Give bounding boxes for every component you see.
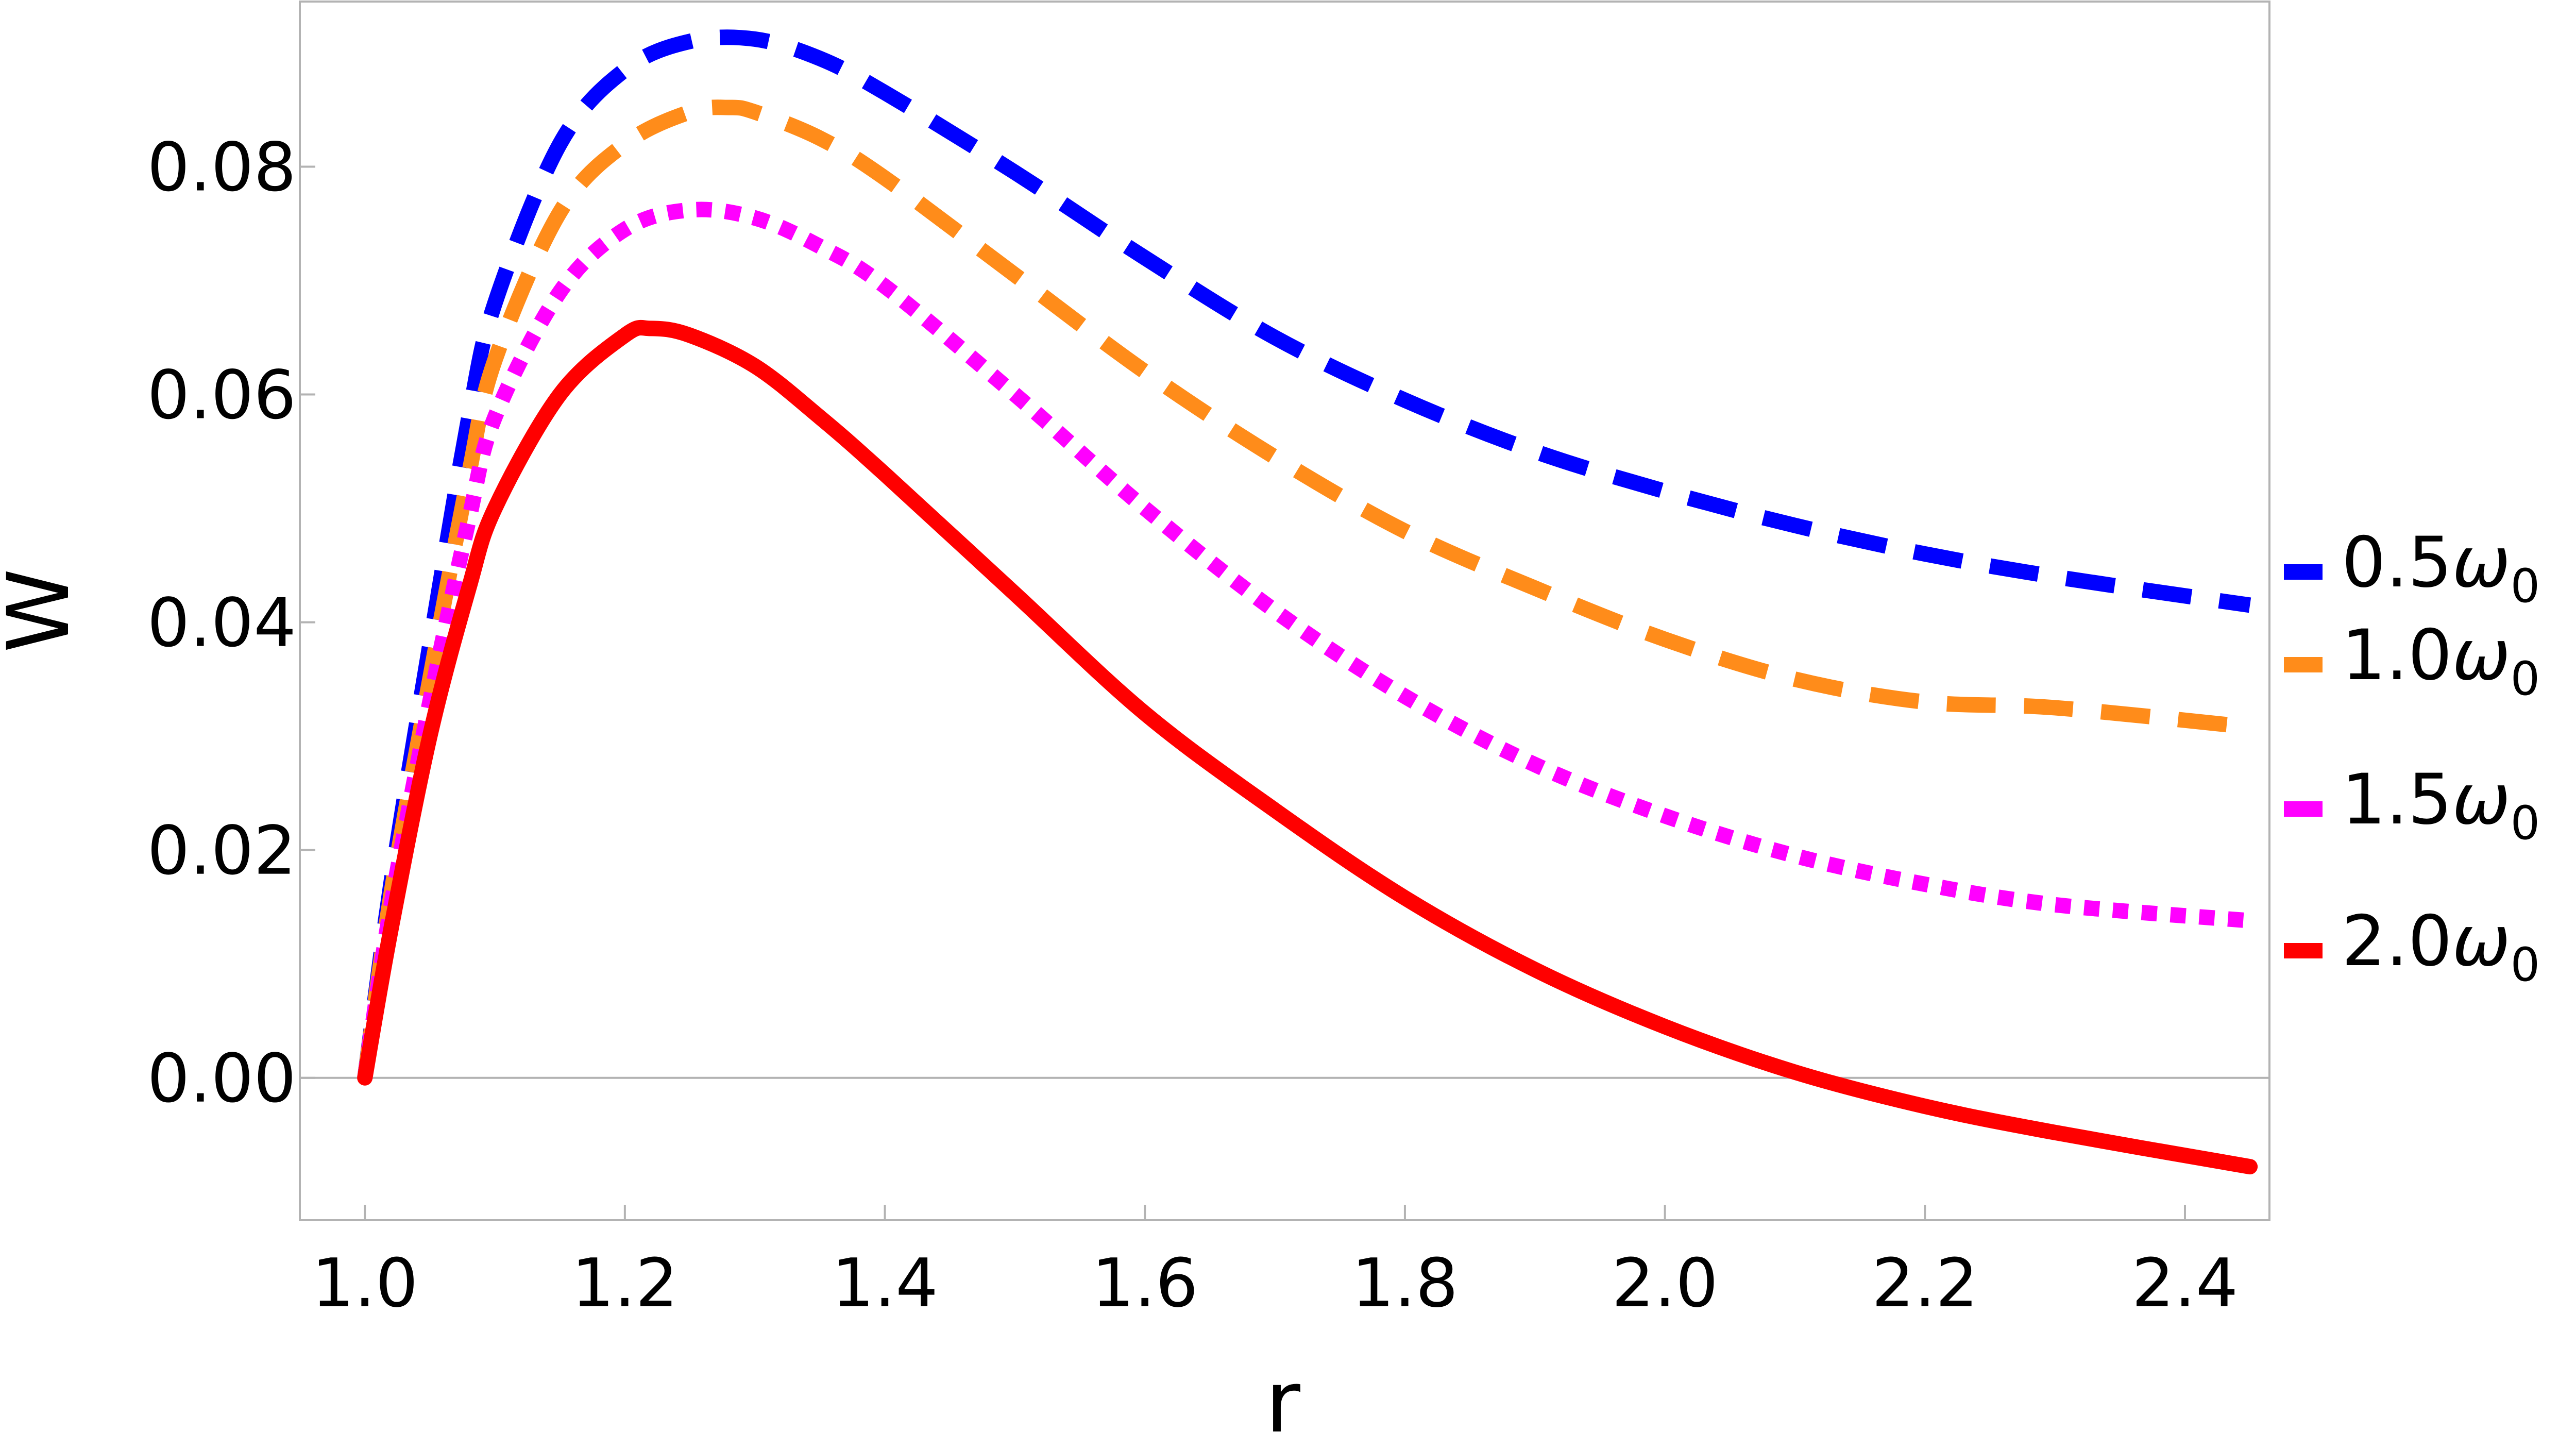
y-tick-label: 0.04 — [147, 584, 296, 662]
series-line-1 — [357, 29, 2251, 1079]
legend-label-4: 2.0ω0 — [2342, 901, 2540, 992]
series-line-2 — [357, 99, 2251, 1079]
legend-label-value: 1.5 — [2342, 759, 2452, 840]
legend-label-value: 1.0 — [2342, 615, 2452, 696]
x-tick-label: 2.4 — [2132, 1244, 2239, 1322]
series-line-4 — [357, 319, 2258, 1175]
legend-label-symbol: ω — [2452, 759, 2511, 840]
legend-label-symbol: ω — [2452, 615, 2511, 696]
legend-label-subscript: 0 — [2511, 796, 2540, 850]
x-axis-title: r — [1265, 1353, 1300, 1447]
ticks-layer: 1.0 1.2 1.4 1.6 1.8 2.0 2.2 2.4 0.00 0.02 0.04 0.06… — [147, 128, 2239, 1322]
legend-label-2: 1.0ω0 — [2342, 615, 2540, 706]
legend-label-1: 0.5ω0 — [2342, 522, 2540, 613]
x-tick-label: 2.0 — [1612, 1244, 1718, 1322]
x-tick-label: 2.2 — [1872, 1244, 1978, 1322]
legend-label-subscript: 0 — [2511, 652, 2540, 706]
legend-label-symbol: ω — [2452, 901, 2511, 982]
series-line-3 — [357, 201, 2251, 1079]
x-tick-label: 1.8 — [1352, 1244, 1459, 1322]
legend-label-symbol: ω — [2452, 522, 2511, 603]
legend-label-value: 2.0 — [2342, 901, 2452, 982]
x-tick-label: 1.6 — [1092, 1244, 1198, 1322]
plot-frame — [299, 1, 2270, 1221]
legend-label-3: 1.5ω0 — [2342, 759, 2540, 850]
x-tick-label: 1.2 — [571, 1244, 678, 1322]
y-tick-label: 0.00 — [147, 1039, 296, 1118]
y-tick-label: 0.06 — [147, 356, 296, 434]
series-layer — [357, 29, 2258, 1175]
legend-label-subscript: 0 — [2511, 559, 2540, 613]
y-tick-label: 0.08 — [147, 128, 296, 206]
y-tick-label: 0.02 — [147, 812, 296, 890]
y-axis-title: W — [0, 568, 88, 652]
legend-label-value: 0.5 — [2342, 522, 2452, 603]
x-tick-label: 1.4 — [832, 1244, 938, 1322]
legend-label-subscript: 0 — [2511, 938, 2540, 992]
x-tick-label: 1.0 — [312, 1244, 418, 1322]
